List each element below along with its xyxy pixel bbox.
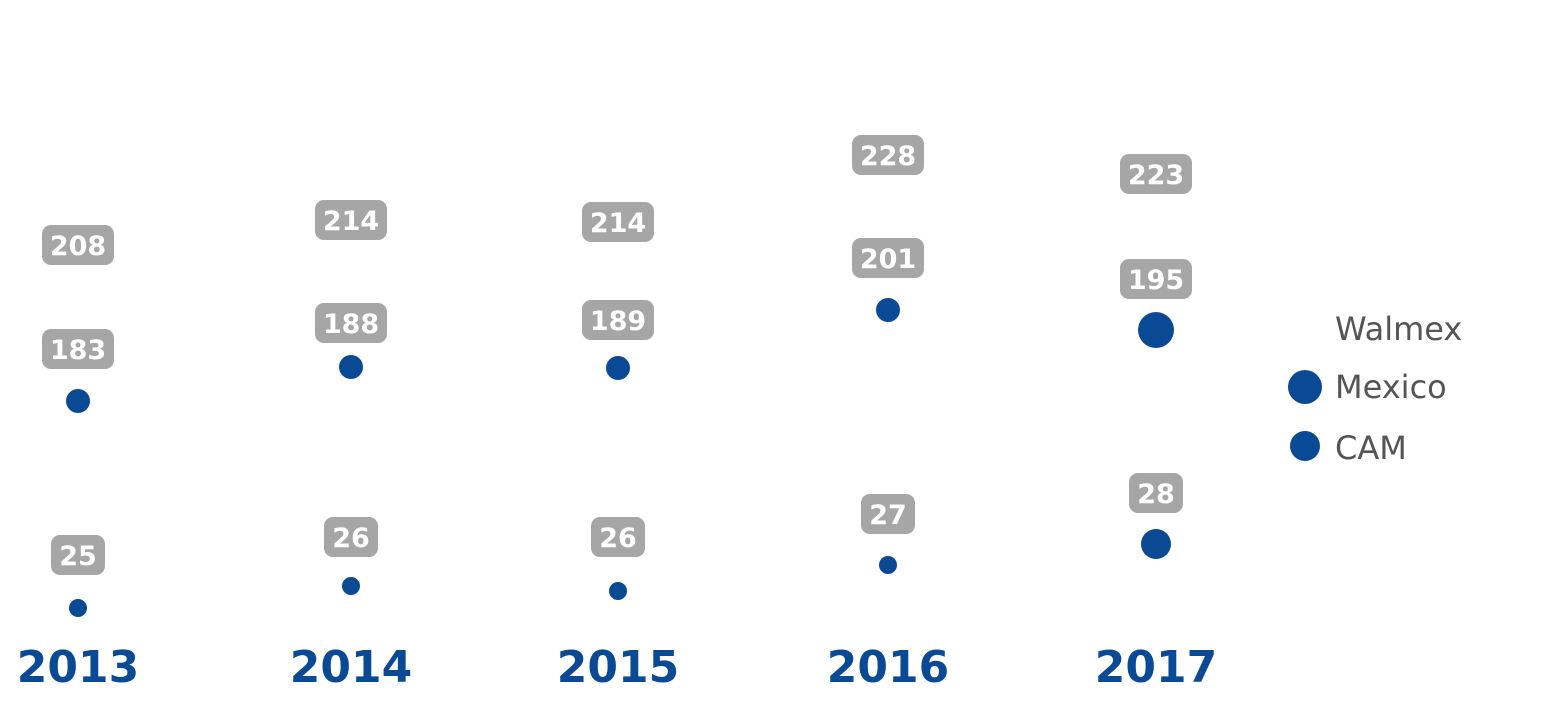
legend-mexico-label: Mexico [1335, 368, 1447, 406]
cam-label-2014-text: 26 [332, 523, 370, 554]
walmex-label-2013-bg [42, 225, 114, 265]
cam-label-2016-bg [861, 494, 915, 534]
cam-label-2015: 26 [591, 517, 645, 557]
cam-point-2014 [342, 577, 360, 595]
walmex-label-2016: 228 [852, 135, 924, 175]
cam-label-2015-bg [591, 517, 645, 557]
walmex-label-2013-text: 208 [50, 231, 106, 262]
mexico-label-2013-bg [42, 329, 114, 369]
mexico-label-2015-bg [582, 300, 654, 340]
year-label-2016: 2016 [827, 642, 949, 693]
mexico-label-2017: 195 [1120, 259, 1192, 299]
cam-label-2017-bg [1129, 473, 1183, 513]
legend: Walmex Mexico CAM [1288, 310, 1462, 467]
cam-label-2015-text: 26 [599, 523, 637, 554]
cam-label-2013: 25 [51, 535, 105, 575]
mexico-label-2016: 201 [852, 238, 924, 278]
mexico-point-2015 [606, 356, 630, 380]
cam-point-2017 [1141, 529, 1171, 559]
mexico-point-2013 [66, 389, 90, 413]
legend-cam-label: CAM [1335, 429, 1407, 467]
legend-mexico-marker [1288, 370, 1322, 404]
cam-label-2013-text: 25 [59, 541, 97, 572]
walmex-label-2015: 214 [582, 202, 654, 242]
year-label-2015: 2015 [557, 642, 679, 693]
cam-label-2016: 27 [861, 494, 915, 534]
mexico-label-2014-text: 188 [323, 309, 379, 340]
cam-point-2015 [609, 582, 627, 600]
mexico-label-2014: 188 [315, 303, 387, 343]
mexico-label-2015: 189 [582, 300, 654, 340]
mexico-point-2014 [339, 355, 363, 379]
walmex-label-2016-bg [852, 135, 924, 175]
walmex-label-2014-text: 214 [323, 206, 379, 237]
cam-label-2014: 26 [324, 517, 378, 557]
chart-marks: 208 183 25 214 188 26 214 189 26 228 201 27 223 195 28 [42, 135, 1192, 617]
cam-label-2017: 28 [1129, 473, 1183, 513]
walmex-label-2015-bg [582, 202, 654, 242]
mexico-label-2016-bg [852, 238, 924, 278]
cam-point-2013 [69, 599, 87, 617]
cam-label-2016-text: 27 [869, 500, 907, 531]
walmex-label-2013: 208 [42, 225, 114, 265]
cam-label-2013-bg [51, 535, 105, 575]
walmex-label-2017-bg [1120, 154, 1192, 194]
mexico-label-2014-bg [315, 303, 387, 343]
walmex-label-2015-text: 214 [590, 208, 646, 239]
year-label-2013: 2013 [17, 642, 139, 693]
walmex-label-2014: 214 [315, 200, 387, 240]
mexico-point-2016 [876, 298, 900, 322]
cam-point-2016 [879, 556, 897, 574]
walmex-label-2014-bg [315, 200, 387, 240]
cam-label-2017-text: 28 [1137, 479, 1175, 510]
year-label-2017: 2017 [1095, 642, 1217, 693]
walmex-label-2016-text: 228 [860, 141, 916, 172]
mexico-label-2016-text: 201 [860, 244, 916, 275]
year-label-2014: 2014 [290, 642, 412, 693]
year-axis: 2013 2014 2015 2016 2017 [17, 642, 1217, 693]
mexico-label-2013-text: 183 [50, 335, 106, 366]
mexico-point-2017 [1138, 312, 1174, 348]
walmex-label-2017-text: 223 [1128, 160, 1184, 191]
legend-cam-marker [1290, 431, 1320, 461]
legend-title: Walmex [1335, 310, 1462, 348]
mexico-label-2017-text: 195 [1128, 265, 1184, 296]
mexico-label-2017-bg [1120, 259, 1192, 299]
cam-label-2014-bg [324, 517, 378, 557]
walmex-label-2017: 223 [1120, 154, 1192, 194]
mexico-label-2015-text: 189 [590, 306, 646, 337]
mexico-label-2013: 183 [42, 329, 114, 369]
